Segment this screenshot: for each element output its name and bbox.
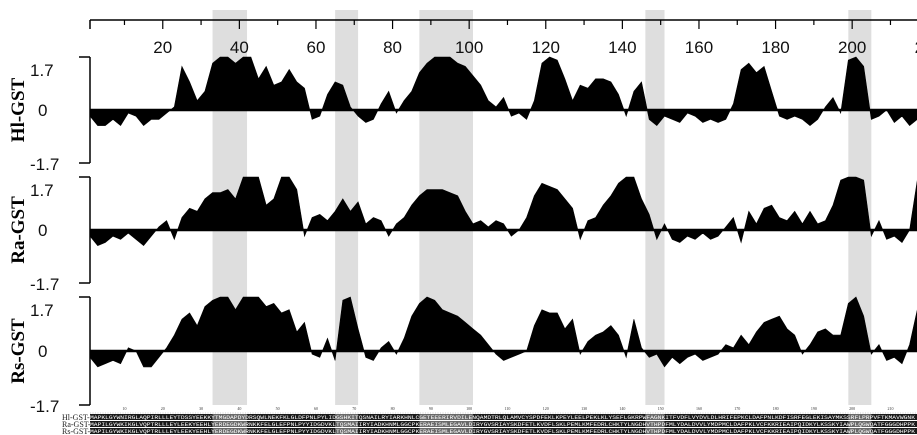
alignment-number: 130 [581,406,587,411]
panel-2: 1.7 0 -1.7Ra-GST [8,176,917,294]
alignment-sequence: MAPILGYWKIKGLVQPTRLLLEYLEEKYEEHLYERDEGDK… [90,429,915,435]
alignment-number: 150 [658,406,664,411]
alignment-highlight [848,414,872,434]
y-tick-label: 0 [38,342,47,361]
panel-1: 1.7 0 -1.7Hl-GST [8,56,917,174]
alignment-sequence: MAPKLGYWNIRGLAQPIRLLLEYTDSSYEEKKYTMGDAPD… [90,415,915,421]
alignment-number: 110 [505,406,511,411]
x-tick-label: 20 [153,38,172,57]
alignment-number: 210 [887,406,893,411]
y-tick-label: -1.7 [30,397,59,416]
y-tick-label: 0 [38,101,47,120]
alignment-number: 100 [466,406,472,411]
x-tick-label: 220 [915,38,917,57]
alignment-highlight [645,414,665,434]
x-tick-label: 60 [307,38,326,57]
alignment-number: 170 [734,406,740,411]
alignment-number: 70 [352,406,356,411]
panels: 1.70-1.7Hl-GST1.70-1.7Ra-GST1.70-1.7Rs-G… [8,56,917,416]
alignment-label: Hl-GST- [62,413,90,422]
alignment-number: 50 [276,406,280,411]
alignment-number: 80 [391,406,395,411]
x-tick-label: 120 [532,38,560,57]
x-tick-label: 160 [685,38,713,57]
alignment-highlight [419,414,473,434]
y-tick-label: -1.7 [30,155,59,174]
alignment-sequence: MAPILGYWKIKGLVQPTRLLLEYLEEKYEEHLYERDEGDK… [90,422,915,428]
alignment-highlight [335,414,359,434]
x-tick-label: 100 [455,38,483,57]
alignment-highlight [212,414,248,434]
y-tick-label: -1.7 [30,275,59,294]
alignment-number: 160 [696,406,702,411]
alignment-number: 190 [811,406,817,411]
alignment-row-bg [90,428,917,434]
y-tick-label: 1.7 [30,61,54,80]
x-tick-label: 180 [761,38,789,57]
alignment-row-bg [90,421,917,427]
sequence-alignment: 10 20 30 40 50 60 70 80 90 100 110 120 130 140 150 160 1… [62,406,917,435]
y-tick-label: 0 [38,221,47,240]
profile-area [89,56,917,127]
alignment-number: 30 [199,406,203,411]
alignment-label: Rs-GST- [62,427,90,435]
alignment-number: 20 [161,406,165,411]
alignment-number: 90 [429,406,433,411]
profile-area [89,296,917,368]
alignment-number: 10 [122,406,126,411]
panel-title: Rs-GST [8,318,29,384]
alignment-number: 140 [619,406,625,411]
alignment-number: 120 [543,406,549,411]
alignment-number: 200 [849,406,855,411]
profile-area [89,176,917,247]
alignment-number: 180 [773,406,779,411]
y-tick-label: 1.7 [30,301,54,320]
x-tick-label: 200 [838,38,866,57]
alignment-row-bg [90,414,917,420]
panel-3: 1.7 0 -1.7Rs-GST [8,296,917,416]
panel-title: Hl-GST [8,77,29,142]
y-tick-label: 1.7 [30,181,54,200]
alignment-number: 60 [314,406,318,411]
alignment-label: Ra-GST- [62,420,91,429]
x-tick-label: 40 [230,38,249,57]
x-tick-label: 140 [608,38,636,57]
highlight-band-4 [645,10,665,405]
top-x-axis: 20 40 60 80 100 120 140 160 180 200 220 [89,19,917,57]
panel-title: Ra-GST [8,196,29,264]
x-tick-label: 80 [383,38,402,57]
alignment-number: 40 [237,406,241,411]
